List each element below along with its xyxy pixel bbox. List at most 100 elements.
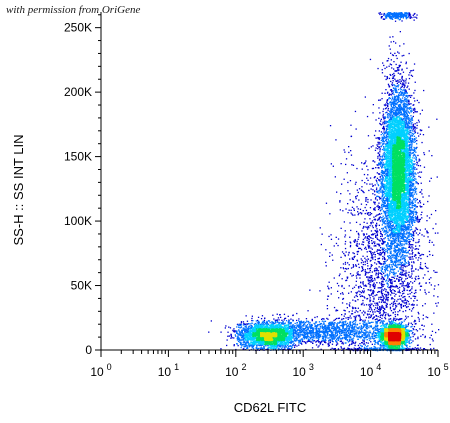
event-point xyxy=(353,252,355,255)
event-point xyxy=(358,266,360,269)
event-point xyxy=(413,238,415,240)
event-point xyxy=(410,103,412,105)
event-point xyxy=(332,323,334,325)
event-point xyxy=(376,326,378,328)
event-point xyxy=(379,197,382,200)
event-point xyxy=(361,342,363,344)
event-point xyxy=(384,293,386,296)
event-point xyxy=(375,334,377,336)
event-point xyxy=(335,328,337,330)
event-point xyxy=(394,318,396,320)
event-point xyxy=(415,191,417,193)
event-point xyxy=(258,322,260,324)
event-point xyxy=(404,90,406,92)
event-point xyxy=(372,112,374,114)
event-point xyxy=(378,276,380,279)
event-point xyxy=(352,252,354,254)
event-point xyxy=(376,294,378,296)
event-point xyxy=(416,122,418,124)
event-point xyxy=(402,256,404,258)
event-point xyxy=(392,77,395,79)
event-point xyxy=(320,348,322,350)
event-point xyxy=(413,130,415,132)
event-point xyxy=(384,225,386,228)
event-point xyxy=(369,177,372,179)
event-point xyxy=(365,236,367,238)
event-point xyxy=(360,327,362,329)
event-point xyxy=(409,219,411,221)
event-point xyxy=(382,315,384,317)
event-point xyxy=(397,68,399,70)
event-point xyxy=(409,123,411,125)
event-point xyxy=(382,185,384,188)
event-point xyxy=(390,16,392,18)
event-point xyxy=(344,342,346,344)
event-point xyxy=(328,337,330,339)
event-point xyxy=(371,275,373,277)
event-point xyxy=(251,322,253,324)
event-point xyxy=(381,189,383,191)
event-point xyxy=(429,239,431,242)
event-point xyxy=(416,215,419,217)
event-point xyxy=(349,305,351,307)
event-point xyxy=(241,344,244,346)
event-point xyxy=(374,348,376,350)
event-point xyxy=(383,188,386,190)
event-point xyxy=(385,78,387,81)
event-point xyxy=(399,286,401,289)
event-point xyxy=(381,167,383,169)
event-point xyxy=(399,267,401,269)
event-point xyxy=(367,169,369,171)
event-point xyxy=(347,336,349,338)
event-point xyxy=(407,15,410,17)
event-point xyxy=(391,256,393,259)
event-point xyxy=(416,124,418,127)
event-point xyxy=(334,322,336,324)
event-point xyxy=(407,241,409,243)
event-point xyxy=(327,295,329,297)
event-point xyxy=(356,189,358,191)
event-point xyxy=(385,112,387,114)
event-point xyxy=(414,138,416,140)
event-point xyxy=(354,348,356,350)
event-point xyxy=(364,247,366,250)
event-point xyxy=(350,150,352,152)
event-point xyxy=(407,82,410,84)
event-point xyxy=(369,316,372,319)
event-point xyxy=(410,117,412,119)
event-point xyxy=(316,332,318,334)
event-point xyxy=(344,270,346,273)
event-point xyxy=(437,302,439,304)
event-point xyxy=(358,212,360,215)
event-point xyxy=(387,296,389,299)
event-point xyxy=(303,325,305,327)
event-point xyxy=(392,90,394,92)
event-point xyxy=(336,282,339,285)
event-point xyxy=(413,92,415,94)
event-point xyxy=(395,111,397,113)
event-point xyxy=(413,19,415,21)
event-point xyxy=(352,299,354,301)
event-point xyxy=(394,78,396,80)
event-point xyxy=(394,237,397,239)
event-point xyxy=(398,319,400,321)
event-point xyxy=(245,345,247,347)
event-point xyxy=(401,261,404,263)
event-point xyxy=(382,108,385,110)
event-point xyxy=(332,336,334,339)
event-point xyxy=(307,326,309,328)
event-point xyxy=(408,221,410,224)
event-point xyxy=(349,193,351,195)
event-point xyxy=(408,213,410,215)
event-point xyxy=(379,176,381,178)
event-point xyxy=(392,92,394,94)
event-point xyxy=(394,97,396,99)
event-point xyxy=(390,74,392,76)
event-point xyxy=(338,329,340,331)
event-point xyxy=(387,104,389,107)
density-layer xyxy=(208,12,440,352)
event-point xyxy=(388,214,390,217)
event-point xyxy=(384,317,386,319)
event-point xyxy=(348,327,350,329)
event-point xyxy=(392,80,394,82)
